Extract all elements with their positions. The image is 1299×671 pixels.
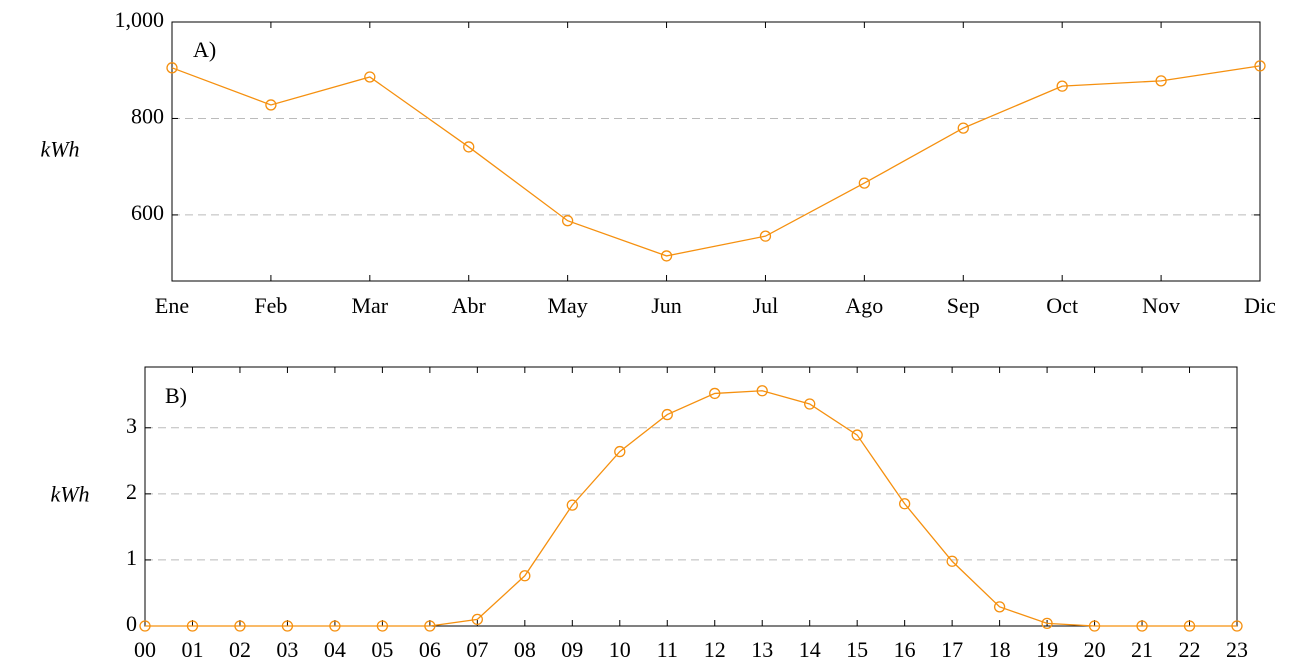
y-tick-label: 1 [126, 545, 137, 570]
marker [1136, 620, 1148, 632]
marker [139, 620, 151, 632]
x-tick-label: 01 [181, 637, 203, 662]
marker [851, 429, 863, 441]
x-tick-label: 06 [419, 637, 441, 662]
x-tick-label: 00 [134, 637, 156, 662]
marker [993, 601, 1006, 613]
marker [471, 613, 483, 626]
marker [614, 445, 626, 458]
x-tick-label: 20 [1084, 637, 1106, 662]
x-tick-label: 08 [514, 637, 536, 662]
y-tick-label: 800 [131, 104, 164, 129]
x-tick-label: 21 [1131, 637, 1153, 662]
x-tick-label: 18 [989, 637, 1011, 662]
x-tick-label: Jun [651, 293, 682, 318]
x-tick-label: Oct [1046, 293, 1078, 318]
marker [957, 122, 969, 134]
x-tick-label: 09 [561, 637, 583, 662]
marker [946, 555, 958, 567]
y-tick-label: 2 [126, 479, 137, 504]
marker [561, 215, 574, 227]
marker [166, 62, 178, 74]
x-tick-label: 12 [704, 637, 726, 662]
marker [265, 99, 277, 111]
x-tick-label: May [547, 293, 587, 318]
annotation: A) [193, 37, 216, 62]
x-tick-label: 11 [657, 637, 678, 662]
x-tick-label: 23 [1226, 637, 1248, 662]
x-tick-label: Abr [452, 293, 487, 318]
plot-frame [144, 366, 1238, 627]
marker [329, 620, 341, 632]
x-tick-label: Mar [351, 293, 388, 318]
y-tick-label: 1,000 [115, 7, 165, 32]
line [171, 65, 1261, 257]
y-tick-label: 3 [126, 413, 137, 438]
annotation-background [159, 380, 193, 412]
marker [660, 250, 673, 262]
marker [1231, 620, 1243, 632]
x-tick-label: 17 [941, 637, 963, 662]
marker [424, 620, 436, 632]
x-tick-label: 05 [371, 637, 393, 662]
marker [709, 387, 721, 400]
y-tick-label: 0 [126, 611, 137, 636]
marker [756, 385, 768, 397]
plot-frame [171, 21, 1261, 282]
marker [1183, 620, 1196, 632]
x-tick-label: Feb [254, 293, 287, 318]
marker [858, 177, 871, 189]
marker [759, 230, 772, 242]
x-tick-label: Sep [947, 293, 980, 318]
x-tick-label: 15 [846, 637, 868, 662]
marker [519, 570, 531, 582]
marker [1088, 620, 1101, 632]
x-tick-label: 22 [1179, 637, 1201, 662]
y-axis-label: kWh [50, 482, 89, 507]
marker [566, 499, 578, 511]
x-tick-label: Jul [753, 293, 779, 318]
x-tick-label: 19 [1036, 637, 1058, 662]
marker [364, 71, 376, 83]
x-tick-label: 16 [894, 637, 916, 662]
marker [1254, 60, 1266, 72]
marker [804, 398, 816, 410]
x-tick-label: Dic [1244, 293, 1276, 318]
x-tick-label: 13 [751, 637, 773, 662]
x-tick-label: Nov [1142, 293, 1180, 318]
x-tick-label: 14 [799, 637, 821, 662]
x-tick-label: 04 [324, 637, 346, 662]
annotation-background [187, 34, 223, 66]
x-tick-label: 07 [466, 637, 488, 662]
marker [1155, 75, 1167, 87]
marker [376, 620, 389, 632]
x-tick-label: Ago [845, 293, 883, 318]
line [145, 390, 1237, 627]
marker [463, 141, 475, 153]
marker [1056, 80, 1068, 92]
annotation: B) [165, 383, 187, 408]
marker [899, 498, 911, 510]
x-tick-label: Ene [155, 293, 189, 318]
x-tick-label: 02 [229, 637, 251, 662]
x-tick-label: 03 [276, 637, 298, 662]
marker [186, 620, 199, 632]
y-tick-label: 600 [131, 200, 164, 225]
marker [234, 620, 246, 632]
marker [1041, 617, 1053, 630]
x-tick-label: 10 [609, 637, 631, 662]
y-axis-label: kWh [40, 137, 79, 162]
marker [281, 620, 294, 632]
marker [661, 408, 673, 421]
